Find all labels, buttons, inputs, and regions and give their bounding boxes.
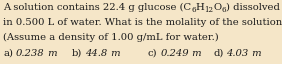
Text: m: m: [249, 49, 261, 58]
Text: m: m: [108, 49, 120, 58]
Text: 6: 6: [191, 6, 196, 14]
Text: 44.8: 44.8: [85, 49, 108, 58]
Text: b): b): [72, 49, 82, 58]
Text: 6: 6: [222, 6, 226, 14]
Text: H: H: [196, 3, 204, 12]
Text: 4.03: 4.03: [226, 49, 249, 58]
Text: 12: 12: [204, 6, 213, 14]
Text: ) dissolved: ) dissolved: [226, 3, 280, 12]
Text: d): d): [213, 49, 223, 58]
Text: m: m: [189, 49, 202, 58]
Text: A solution contains 22.4 g glucose (C: A solution contains 22.4 g glucose (C: [3, 3, 191, 12]
Text: 0.249: 0.249: [161, 49, 189, 58]
Text: O: O: [213, 3, 222, 12]
Text: (Assume a density of 1.00 g/mL for water.): (Assume a density of 1.00 g/mL for water…: [3, 33, 219, 42]
Text: c): c): [148, 49, 158, 58]
Text: m: m: [45, 49, 57, 58]
Text: a): a): [3, 49, 13, 58]
Text: 0.238: 0.238: [16, 49, 45, 58]
Text: in 0.500 L of water. What is the molality of the solution?: in 0.500 L of water. What is the molalit…: [3, 18, 282, 27]
